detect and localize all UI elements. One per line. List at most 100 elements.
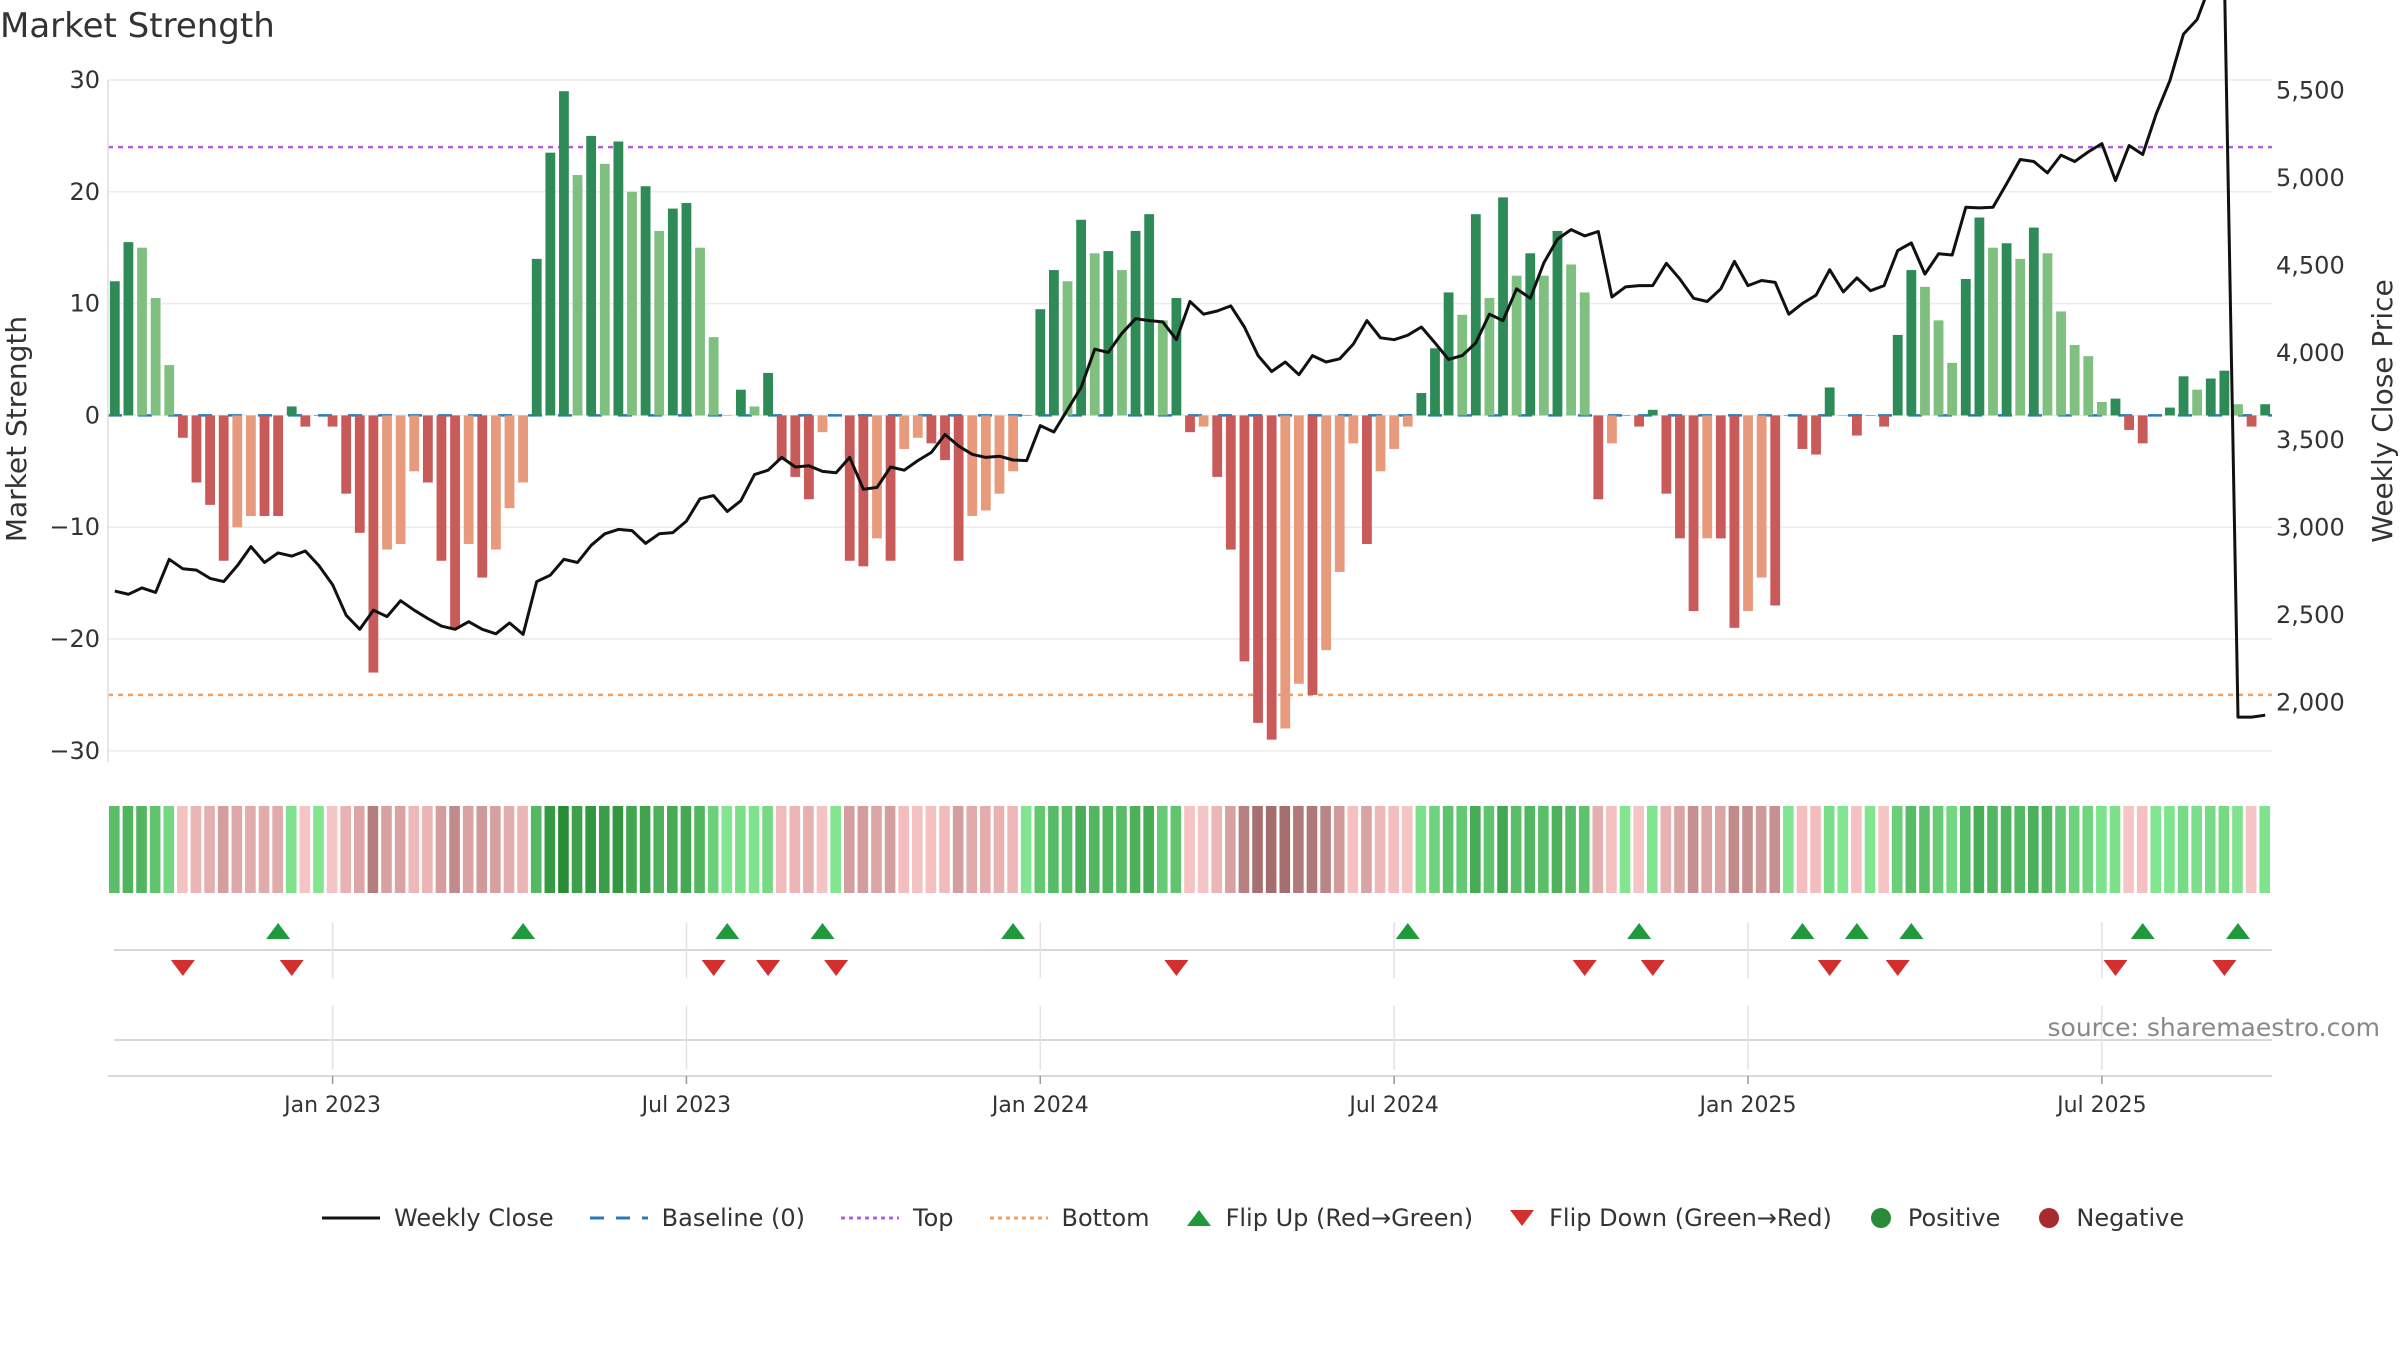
flip-down-marker bbox=[1817, 960, 1842, 976]
heat-cell bbox=[1333, 806, 1345, 893]
strength-bar bbox=[259, 415, 270, 517]
strength-bar bbox=[218, 415, 229, 561]
strength-bar bbox=[681, 202, 692, 416]
heat-cell bbox=[1238, 806, 1250, 893]
strength-bar bbox=[1647, 409, 1658, 416]
heat-cell bbox=[707, 806, 719, 893]
strength-bar bbox=[2246, 415, 2257, 427]
heat-cell bbox=[1524, 806, 1536, 893]
heat-cell bbox=[748, 806, 760, 893]
strength-bar bbox=[858, 415, 869, 567]
legend-label: Positive bbox=[1907, 1204, 2001, 1232]
circle-icon bbox=[2039, 1208, 2060, 1228]
line-icon bbox=[322, 1216, 380, 1220]
y-axis-label: Market Strength bbox=[0, 316, 33, 542]
heat-cell bbox=[626, 806, 637, 893]
axes: 30 20 10 0 −10 −20 −30 5,500 5,000 4,500 4,000 3,50… bbox=[0, 66, 2399, 765]
heat-cell bbox=[1959, 806, 1971, 893]
strength-bar bbox=[1362, 415, 1372, 544]
heat-cell bbox=[1265, 806, 1277, 893]
heat-cell bbox=[1374, 806, 1386, 893]
y2-tick-label: 5,500 bbox=[2276, 76, 2345, 104]
strength-bar bbox=[2219, 370, 2230, 416]
strength-bar bbox=[1783, 415, 1794, 416]
strength-bar bbox=[912, 415, 923, 438]
strength-bar bbox=[1402, 415, 1413, 427]
legend-label: Negative bbox=[2076, 1204, 2185, 1232]
strength-bar bbox=[1430, 348, 1440, 416]
heat-cell bbox=[1211, 806, 1223, 893]
y2-tick-label: 3,500 bbox=[2276, 426, 2345, 454]
heat-cell bbox=[1102, 806, 1114, 893]
strength-bar bbox=[2015, 258, 2026, 416]
legend-item: Baseline (0) bbox=[588, 1204, 805, 1232]
y2-tick-label: 2,500 bbox=[2276, 601, 2345, 629]
heat-cell bbox=[1156, 806, 1168, 893]
heat-cell bbox=[1483, 806, 1495, 893]
heat-cell bbox=[653, 806, 665, 893]
heat-cell bbox=[435, 806, 447, 893]
heat-cell bbox=[1007, 806, 1018, 893]
flip-up-marker bbox=[1001, 923, 1026, 939]
strength-bar bbox=[1484, 298, 1495, 416]
heat-cell bbox=[2136, 806, 2148, 893]
heat-cell bbox=[2191, 806, 2202, 893]
heat-cell bbox=[1551, 806, 1563, 893]
strength-bar bbox=[395, 415, 406, 544]
heat-cell bbox=[2164, 806, 2175, 893]
heat-cell bbox=[898, 806, 909, 893]
strength-bar bbox=[980, 415, 991, 511]
strength-bar bbox=[1198, 415, 1209, 427]
y-tick-label: 30 bbox=[69, 66, 100, 94]
strength-bar bbox=[490, 415, 501, 550]
flip-down-marker bbox=[1572, 960, 1597, 976]
legend-label: Weekly Close bbox=[394, 1204, 554, 1232]
heat-cell bbox=[1279, 806, 1291, 893]
heat-cell bbox=[299, 806, 311, 893]
strength-bar bbox=[1906, 270, 1917, 416]
flip-markers: Jan 2023 Jul 2023 Jan 2024 Jul 2024 Jan 2025… bbox=[108, 922, 2272, 1118]
strength-bar bbox=[1375, 415, 1386, 472]
heat-cell bbox=[1088, 806, 1100, 893]
heat-cell bbox=[871, 806, 882, 893]
heat-cell bbox=[1728, 806, 1740, 893]
strength-bar bbox=[1185, 415, 1195, 433]
strength-bar bbox=[1538, 275, 1549, 416]
triangle-down-icon bbox=[1510, 1210, 1535, 1226]
heat-cell bbox=[1538, 806, 1549, 893]
heat-cell bbox=[1170, 806, 1182, 893]
strength-bar bbox=[1293, 415, 1304, 684]
strength-bar bbox=[436, 415, 447, 561]
x-tick-label: Jan 2023 bbox=[282, 1093, 381, 1118]
heat-cell bbox=[544, 806, 556, 893]
strength-bar bbox=[1824, 387, 1835, 416]
flip-down-marker bbox=[1885, 960, 1910, 976]
flip-up-marker bbox=[1899, 923, 1924, 939]
heat-cell bbox=[1674, 806, 1685, 893]
heat-cell bbox=[422, 806, 433, 893]
x-tick-label: Jan 2025 bbox=[1698, 1093, 1797, 1118]
heat-cell bbox=[1864, 806, 1876, 893]
strength-bar bbox=[1851, 415, 1862, 436]
heat-cell bbox=[476, 806, 488, 893]
strength-bar bbox=[1103, 251, 1114, 416]
flip-up-marker bbox=[715, 923, 740, 939]
flip-up-marker bbox=[511, 923, 536, 939]
strength-bar bbox=[1511, 275, 1522, 416]
heat-cell bbox=[1565, 806, 1576, 893]
legend-item: Bottom bbox=[988, 1204, 1150, 1232]
strength-bars bbox=[109, 91, 2271, 740]
strength-bar bbox=[667, 208, 678, 416]
legend-label: Top bbox=[913, 1204, 954, 1232]
heat-cell bbox=[558, 806, 569, 893]
strength-bar bbox=[1593, 415, 1604, 500]
heat-cell bbox=[952, 806, 964, 893]
dash-icon bbox=[589, 1216, 648, 1220]
heat-cell bbox=[966, 806, 978, 893]
flip-down-marker bbox=[701, 960, 726, 976]
strength-bar bbox=[2069, 344, 2080, 416]
heat-cell bbox=[993, 806, 1005, 893]
strength-bar bbox=[1770, 415, 1781, 606]
heat-cell bbox=[680, 806, 692, 893]
strength-bar bbox=[1035, 309, 1046, 416]
